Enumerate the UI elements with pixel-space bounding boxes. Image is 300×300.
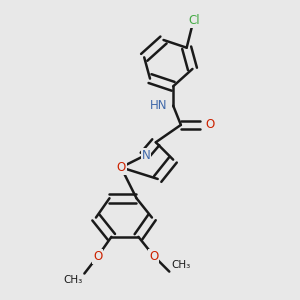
Text: O: O: [116, 161, 126, 174]
Text: CH₃: CH₃: [171, 260, 190, 270]
Text: O: O: [93, 250, 103, 263]
Text: CH₃: CH₃: [63, 275, 82, 286]
Text: N: N: [142, 149, 151, 162]
Text: O: O: [205, 118, 214, 131]
Text: Cl: Cl: [189, 14, 200, 27]
Text: O: O: [149, 250, 158, 263]
Text: HN: HN: [150, 99, 167, 112]
